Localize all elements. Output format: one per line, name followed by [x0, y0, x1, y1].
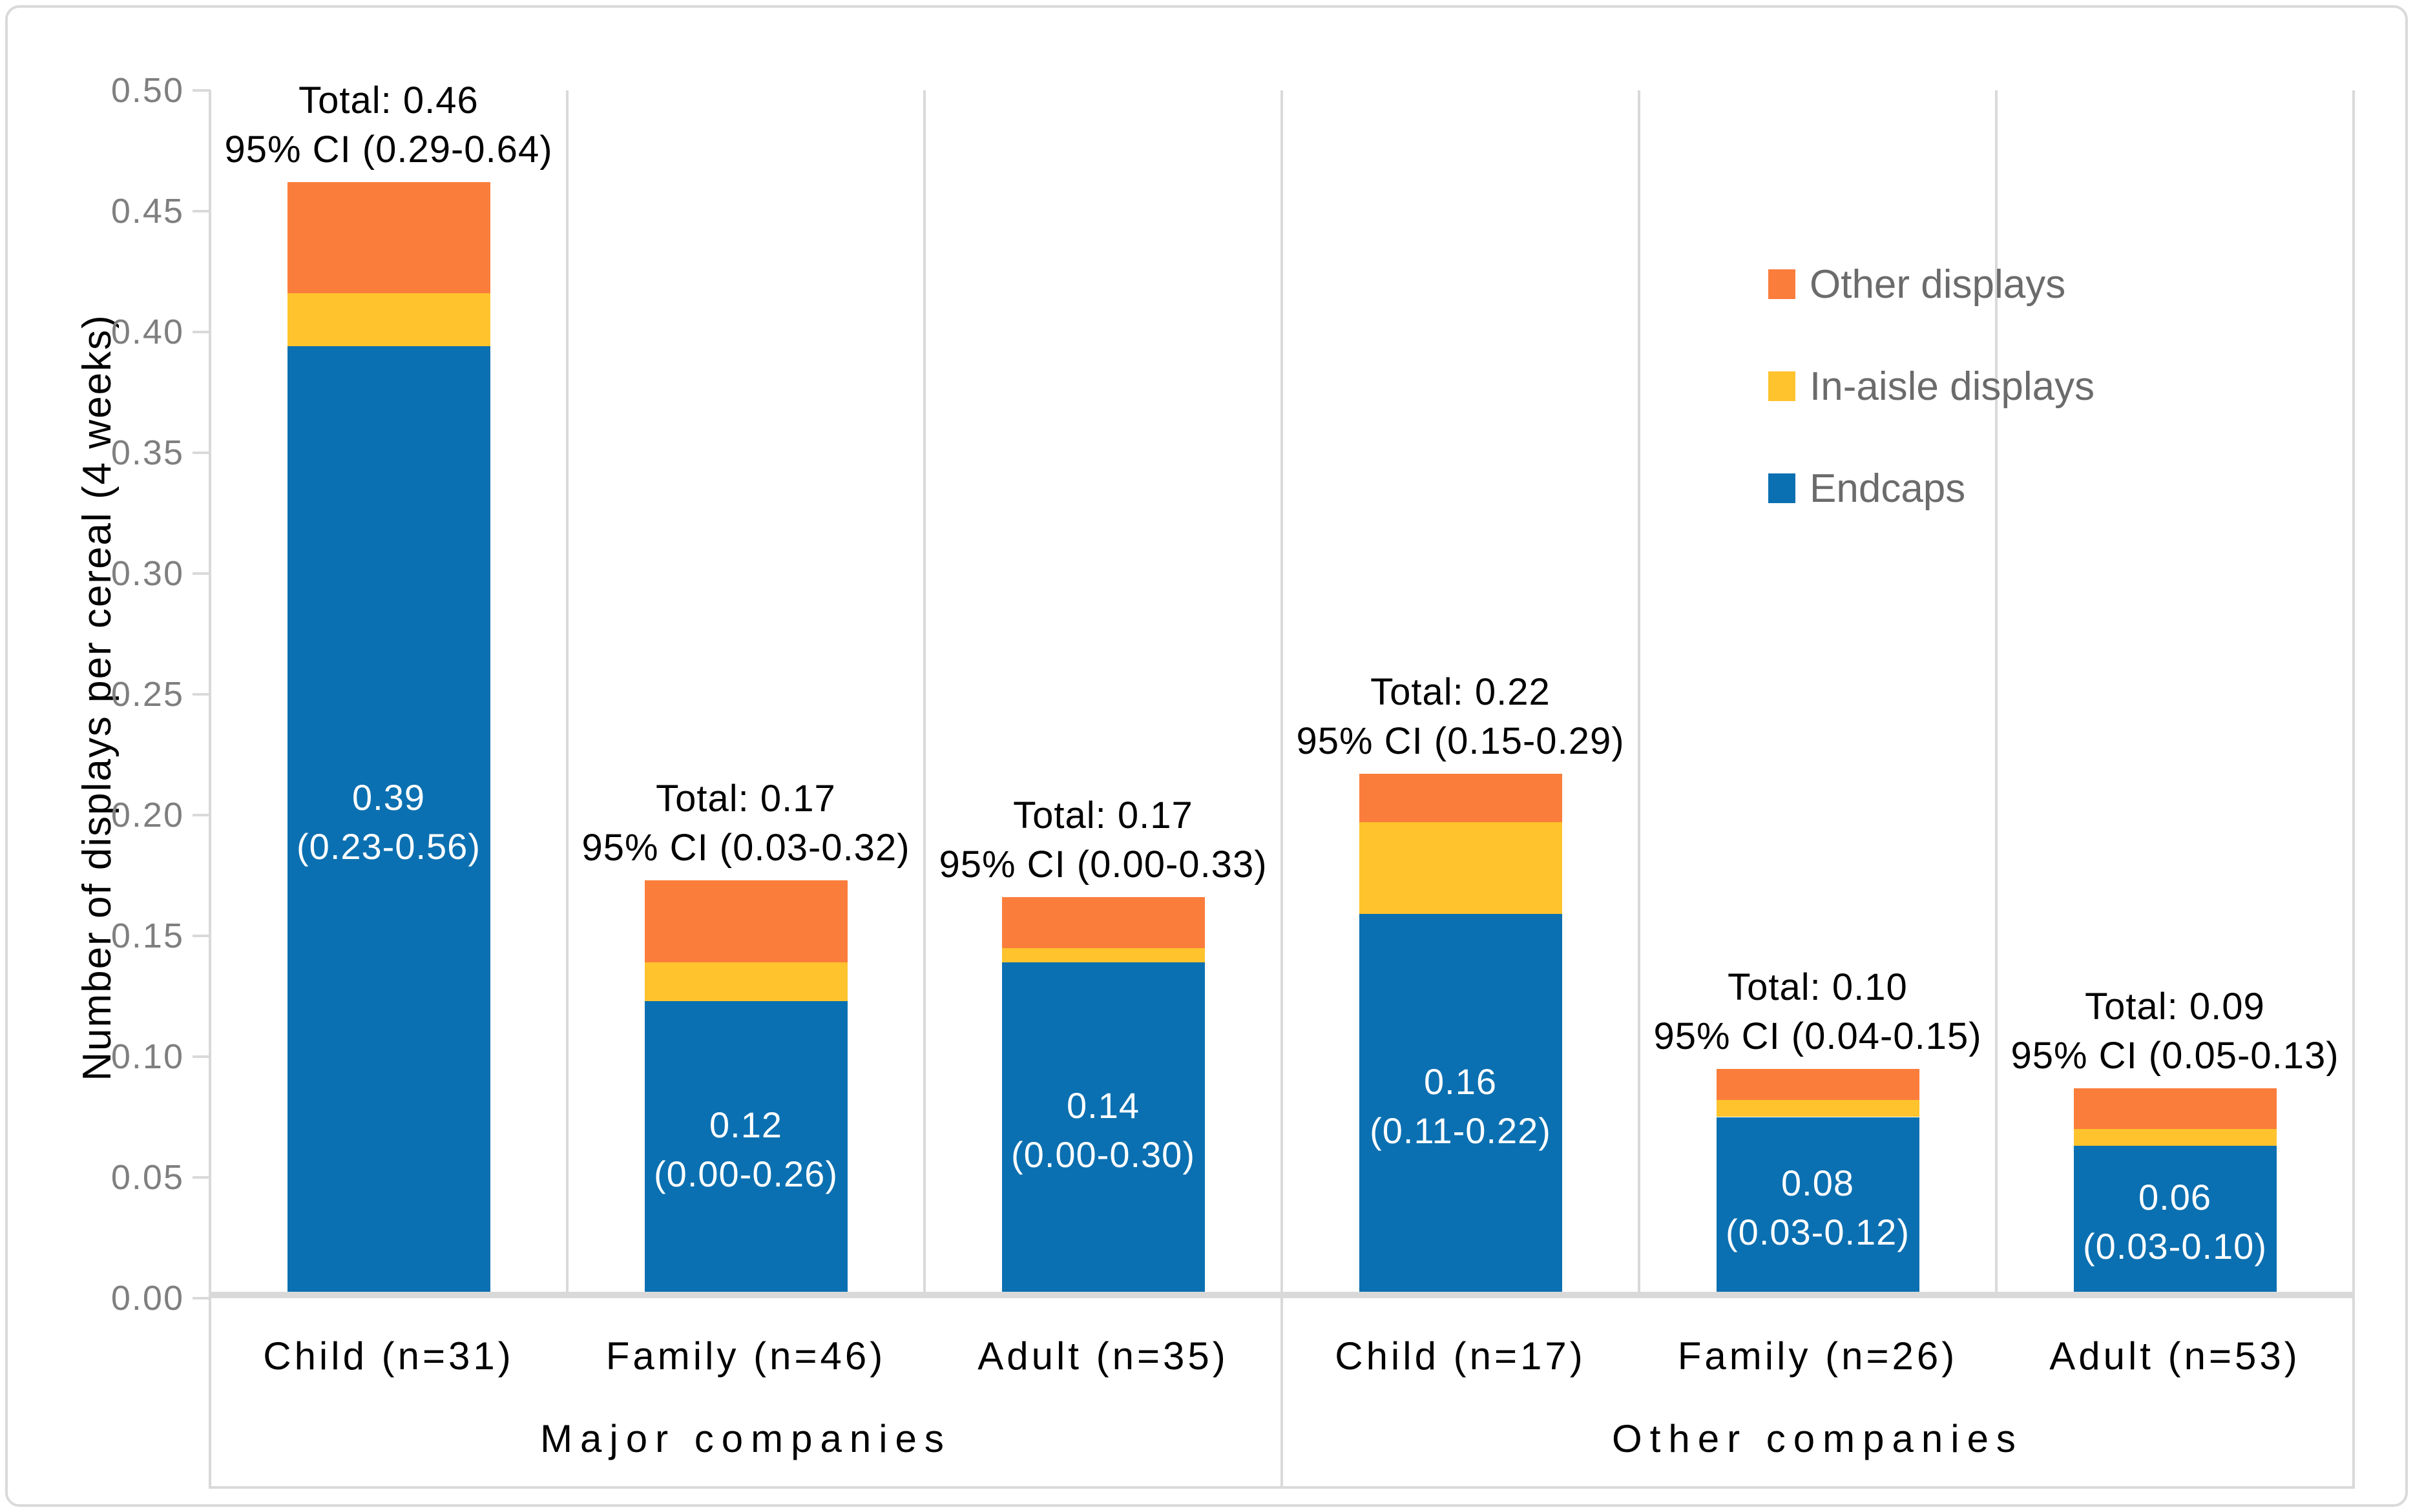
bar-endcap-value-label: 0.06 (0.03-0.10)	[2083, 1177, 2267, 1267]
bar-segment-other-displays	[1359, 774, 1562, 823]
y-tick-mark	[193, 210, 211, 212]
x-category-label: Adult (n=35)	[977, 1334, 1229, 1378]
legend: Other displays In-aisle displays Endcaps	[1768, 262, 2095, 571]
x-category-label: Adult (n=53)	[2049, 1334, 2301, 1378]
legend-label: In-aisle displays	[1810, 364, 2095, 409]
bar-endcap-value-label: 0.39 (0.23-0.56)	[297, 777, 481, 867]
bar-segment-other-displays	[287, 182, 490, 294]
axis-boundary-line	[209, 90, 211, 1489]
category-separator-line	[923, 90, 926, 1298]
y-tick-label: 0.35	[110, 433, 184, 472]
legend-label: Other displays	[1810, 262, 2066, 307]
axis-boundary-line	[2352, 90, 2355, 1489]
bar-endcap-value-label: 0.14 (0.00-0.30)	[1011, 1085, 1195, 1175]
legend-swatch-other-displays-icon	[1768, 269, 1795, 299]
bar-segment-endcaps	[644, 1000, 848, 1298]
y-tick-mark	[193, 89, 211, 92]
bar-total-annotation: Total: 0.17 95% CI (0.00-0.33)	[939, 794, 1268, 886]
bar-total-annotation: Total: 0.09 95% CI (0.05-0.13)	[2011, 985, 2339, 1077]
legend-label: Endcaps	[1810, 466, 1966, 511]
bar-segment-in-aisle-displays	[644, 962, 848, 1001]
bar-total-annotation: Total: 0.10 95% CI (0.04-0.15)	[1653, 966, 1982, 1057]
x-group-label: Other companies	[1612, 1417, 2023, 1460]
bar-segment-endcaps	[2073, 1146, 2277, 1298]
legend-item-other-displays: Other displays	[1768, 262, 2094, 307]
x-axis-baseline	[210, 1292, 2354, 1298]
category-separator-line	[1638, 90, 1640, 1298]
y-tick-mark	[193, 1297, 211, 1300]
y-tick-mark	[193, 814, 211, 816]
y-tick-mark	[193, 1176, 211, 1179]
bar-segment-in-aisle-displays	[1716, 1100, 1919, 1117]
axis-boundary-line	[1280, 90, 1283, 1489]
y-tick-label: 0.50	[110, 71, 184, 110]
y-tick-mark	[193, 693, 211, 696]
y-tick-mark	[193, 331, 211, 333]
bar-segment-in-aisle-displays	[1001, 948, 1205, 963]
y-tick-label: 0.15	[110, 917, 184, 955]
category-separator-line	[1995, 90, 1998, 1298]
axis-bottom-line	[210, 1486, 2354, 1489]
bar-segment-other-displays	[644, 880, 848, 963]
bar-segment-in-aisle-displays	[2073, 1129, 2277, 1146]
y-tick-label: 0.05	[110, 1158, 184, 1197]
x-category-label: Child (n=17)	[1335, 1334, 1586, 1378]
y-tick-mark	[193, 451, 211, 454]
bar-endcap-value-label: 0.16 (0.11-0.22)	[1370, 1061, 1551, 1151]
y-tick-label: 0.45	[110, 192, 184, 231]
x-category-label: Family (n=46)	[605, 1334, 886, 1378]
bar-segment-other-displays	[1001, 897, 1205, 948]
bar-endcap-value-label: 0.08 (0.03-0.12)	[1726, 1162, 1910, 1252]
bar-endcap-value-label: 0.12 (0.00-0.26)	[654, 1104, 838, 1194]
legend-swatch-in-aisle-displays-icon	[1768, 371, 1795, 401]
y-tick-label: 0.30	[110, 554, 184, 593]
category-separator-line	[566, 90, 569, 1298]
x-category-label: Family (n=26)	[1677, 1334, 1958, 1378]
bar-segment-endcaps	[1001, 962, 1205, 1298]
bar-segment-endcaps	[287, 346, 490, 1298]
y-tick-label: 0.40	[110, 313, 184, 351]
legend-item-in-aisle-displays: In-aisle displays	[1768, 364, 2095, 409]
legend-swatch-endcaps-icon	[1768, 473, 1795, 503]
bar-total-annotation: Total: 0.46 95% CI (0.29-0.64)	[224, 79, 553, 171]
y-tick-mark	[193, 572, 211, 575]
y-tick-label: 0.25	[110, 675, 184, 714]
bar-segment-other-displays	[1716, 1068, 1919, 1101]
legend-item-endcaps: Endcaps	[1768, 466, 2094, 511]
x-category-label: Child (n=31)	[263, 1334, 514, 1378]
bar-total-annotation: Total: 0.22 95% CI (0.15-0.29)	[1296, 671, 1625, 763]
bar-segment-endcaps	[1359, 914, 1562, 1298]
bar-total-annotation: Total: 0.17 95% CI (0.03-0.32)	[581, 777, 910, 869]
bar-segment-other-displays	[2073, 1088, 2277, 1130]
y-tick-label: 0.00	[110, 1279, 184, 1318]
y-tick-mark	[193, 935, 211, 937]
bar-segment-in-aisle-displays	[287, 293, 490, 347]
y-tick-mark	[193, 1055, 211, 1058]
y-tick-label: 0.10	[110, 1037, 184, 1076]
x-group-label: Major companies	[540, 1417, 952, 1460]
bar-segment-in-aisle-displays	[1359, 822, 1562, 915]
bar-segment-endcaps	[1716, 1117, 1919, 1298]
y-tick-label: 0.20	[110, 796, 184, 834]
